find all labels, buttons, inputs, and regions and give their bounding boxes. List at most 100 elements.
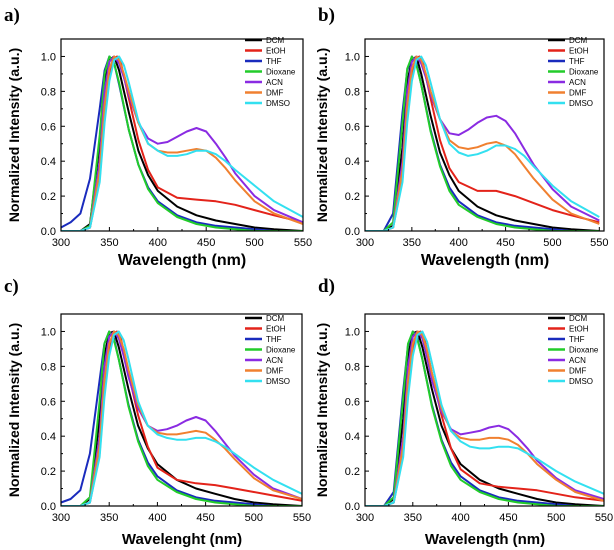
legend-label-dmf: DMF xyxy=(266,367,283,376)
y-axis-title: Normalized Intensity (a.u.) xyxy=(314,48,330,222)
chart-panel-3: c) 300 350 400 450 500 550 0.0 0.2 0.4 0.6 0.8 1.0 Wa… xyxy=(4,276,311,548)
y-tick-label: 0.2 xyxy=(41,466,56,478)
x-tick-label: 500 xyxy=(245,512,263,524)
y-tick-label: 1.0 xyxy=(345,51,360,63)
legend-label-dcm: DCM xyxy=(569,36,588,45)
legend-label-dmf: DMF xyxy=(266,89,283,98)
x-tick-label: 350 xyxy=(403,237,421,249)
x-tick-label: 500 xyxy=(547,512,565,524)
x-tick-label: 350 xyxy=(100,237,118,249)
x-tick-label: 550 xyxy=(294,237,312,249)
series-group xyxy=(365,55,600,231)
y-tick-label: 0.2 xyxy=(345,191,360,203)
legend-label-dmso: DMSO xyxy=(266,377,290,386)
y-tick-label: 0.6 xyxy=(345,121,360,133)
x-tick-label: 450 xyxy=(196,512,214,524)
x-tick-label: 400 xyxy=(149,237,167,249)
panel-label: a) xyxy=(4,5,20,26)
legend-label-dcm: DCM xyxy=(266,36,285,45)
x-tick-label: 300 xyxy=(52,512,70,524)
legend-label-acn: ACN xyxy=(569,78,586,87)
y-tick-label: 1.0 xyxy=(41,51,56,63)
x-tick-label: 300 xyxy=(52,237,70,249)
legend-label-dioxane: Dioxane xyxy=(569,68,599,77)
legend-label-etoh: EtOH xyxy=(266,325,286,334)
x-tick-label: 500 xyxy=(543,237,561,249)
x-tick-label: 550 xyxy=(595,512,613,524)
x-tick-label: 450 xyxy=(496,237,514,249)
legend-label-thf: THF xyxy=(266,57,282,66)
legend-label-dioxane: Dioxane xyxy=(569,346,599,355)
legend-label-dmso: DMSO xyxy=(569,99,593,108)
legend-label-acn: ACN xyxy=(266,356,283,365)
chart-panel-1: a) 300 350 400 450 500 550 0.0 0.2 0.4 0.6 0.8 1.0 Wa… xyxy=(4,5,312,269)
panel-label: b) xyxy=(318,5,335,26)
legend-label-etoh: EtOH xyxy=(569,325,589,334)
series-line-dmf xyxy=(365,55,600,231)
y-tick-label: 0.0 xyxy=(41,501,56,513)
series-line-dmso xyxy=(365,330,604,506)
legend-label-dmso: DMSO xyxy=(569,377,593,386)
chart-panel-2: b) 300 350 400 450 500 550 0.0 0.2 0.4 0.6 0.8 1.0 Wa… xyxy=(314,5,608,269)
series-line-dcm xyxy=(365,330,604,506)
y-tick-label: 0.8 xyxy=(345,361,360,373)
y-axis-title: Normalized Intensity (a.u.) xyxy=(6,323,22,497)
x-axis-title: Wavelenght (nm) xyxy=(122,531,242,548)
legend-label-dcm: DCM xyxy=(266,314,285,323)
y-tick-label: 1.0 xyxy=(345,326,360,338)
x-tick-label: 300 xyxy=(356,237,374,249)
series-line-acn xyxy=(61,55,303,231)
x-tick-label: 450 xyxy=(197,237,215,249)
y-tick-label: 0.8 xyxy=(41,86,56,98)
legend-label-etoh: EtOH xyxy=(569,47,589,56)
legend-label-thf: THF xyxy=(569,335,585,344)
legend-label-acn: ACN xyxy=(569,356,586,365)
legend-label-dioxane: Dioxane xyxy=(266,346,296,355)
y-tick-label: 0.8 xyxy=(345,86,360,98)
series-line-dioxane xyxy=(61,55,303,231)
y-tick-label: 0.6 xyxy=(41,396,56,408)
series-line-dioxane xyxy=(61,330,302,506)
legend-label-etoh: EtOH xyxy=(266,47,286,56)
y-axis-title: Normalized Intensity (a.u.) xyxy=(6,48,22,222)
series-line-acn xyxy=(365,330,604,506)
x-tick-label: 550 xyxy=(293,512,311,524)
x-tick-label: 300 xyxy=(356,512,374,524)
y-tick-label: 0.4 xyxy=(41,156,56,168)
x-axis-title: Wavelength (nm) xyxy=(118,252,246,269)
y-tick-label: 0.2 xyxy=(345,466,360,478)
series-group xyxy=(365,330,604,506)
x-tick-label: 350 xyxy=(100,512,118,524)
legend-label-acn: ACN xyxy=(266,78,283,87)
legend-label-dmso: DMSO xyxy=(266,99,290,108)
chart-panel-4: d) 300 350 400 450 500 550 0.0 0.2 0.4 0.6 0.8 1.0 Wa… xyxy=(314,276,613,548)
x-axis-title: Wavelength (nm) xyxy=(421,252,549,269)
y-tick-label: 0.0 xyxy=(345,501,360,513)
plot-frame xyxy=(364,38,605,232)
y-tick-label: 0.0 xyxy=(345,226,360,238)
series-line-dmso xyxy=(61,55,303,231)
y-tick-label: 0.4 xyxy=(41,431,56,443)
panel-label: c) xyxy=(4,276,19,297)
y-tick-label: 0.8 xyxy=(41,361,56,373)
y-tick-label: 1.0 xyxy=(41,326,56,338)
legend-label-dmf: DMF xyxy=(569,367,586,376)
x-tick-label: 400 xyxy=(451,512,469,524)
series-line-dcm xyxy=(61,330,302,506)
x-tick-label: 550 xyxy=(590,237,608,249)
legend-label-thf: THF xyxy=(266,335,282,344)
y-tick-label: 0.4 xyxy=(345,156,360,168)
legend-label-dioxane: Dioxane xyxy=(266,68,296,77)
series-line-dmso xyxy=(61,330,302,506)
x-tick-label: 450 xyxy=(499,512,517,524)
series-line-dioxane xyxy=(365,330,604,506)
series-line-dioxane xyxy=(365,55,600,231)
legend-label-dmf: DMF xyxy=(569,89,586,98)
legend-label-dcm: DCM xyxy=(569,314,588,323)
panel-label: d) xyxy=(318,276,335,297)
x-tick-label: 400 xyxy=(148,512,166,524)
